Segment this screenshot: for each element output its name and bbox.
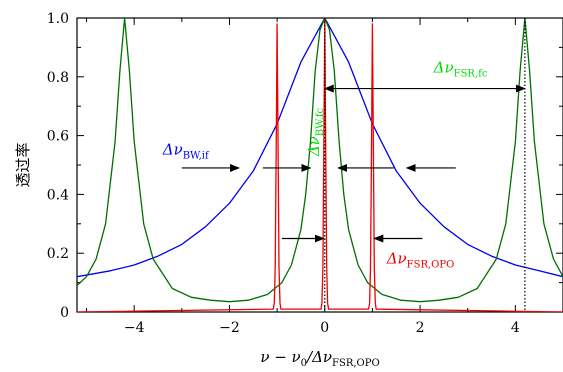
annotation-fsr_opo: ΔνFSR,OPO bbox=[386, 249, 455, 270]
series-line-interference_filter bbox=[77, 18, 563, 278]
annotation-bw_if: ΔνBW,if bbox=[162, 141, 210, 162]
x-axis-label: ν − ν0/ΔνFSR,OPO bbox=[260, 348, 379, 369]
series-line-filter_cavity bbox=[77, 18, 563, 303]
y-axis-label: 透过率 bbox=[14, 142, 32, 187]
x-tick-label: 2 bbox=[416, 320, 425, 336]
y-tick-label: 1.0 bbox=[47, 11, 69, 27]
y-tick-label: 0 bbox=[60, 305, 69, 321]
x-tick-label: 0 bbox=[320, 320, 329, 336]
y-tick-label: 0.4 bbox=[47, 187, 69, 203]
x-tick-label: −2 bbox=[219, 320, 240, 336]
annotation-arrows bbox=[181, 84, 526, 243]
guide-lines bbox=[324, 18, 526, 312]
annotation-fsr_fc: ΔνFSR,fc bbox=[433, 58, 488, 79]
y-tick-label: 0.6 bbox=[47, 129, 69, 145]
axis-ticks: −4 −2 0 2 4 0 0.2 0.4 0.6 0.8 1.0 bbox=[47, 11, 563, 336]
annotation-labels: ΔνBW,if ΔνBW,fc ΔνFSR,fc ΔνFSR,OPO bbox=[162, 58, 488, 270]
y-tick-label: 0.2 bbox=[47, 246, 69, 262]
x-tick-label: −4 bbox=[124, 320, 145, 336]
series-group bbox=[77, 18, 563, 312]
series-line-opo bbox=[77, 18, 563, 312]
x-tick-label: 4 bbox=[511, 320, 520, 336]
y-tick-label: 0.8 bbox=[47, 70, 69, 86]
annotation-bw_fc: ΔνBW,fc bbox=[305, 107, 326, 157]
